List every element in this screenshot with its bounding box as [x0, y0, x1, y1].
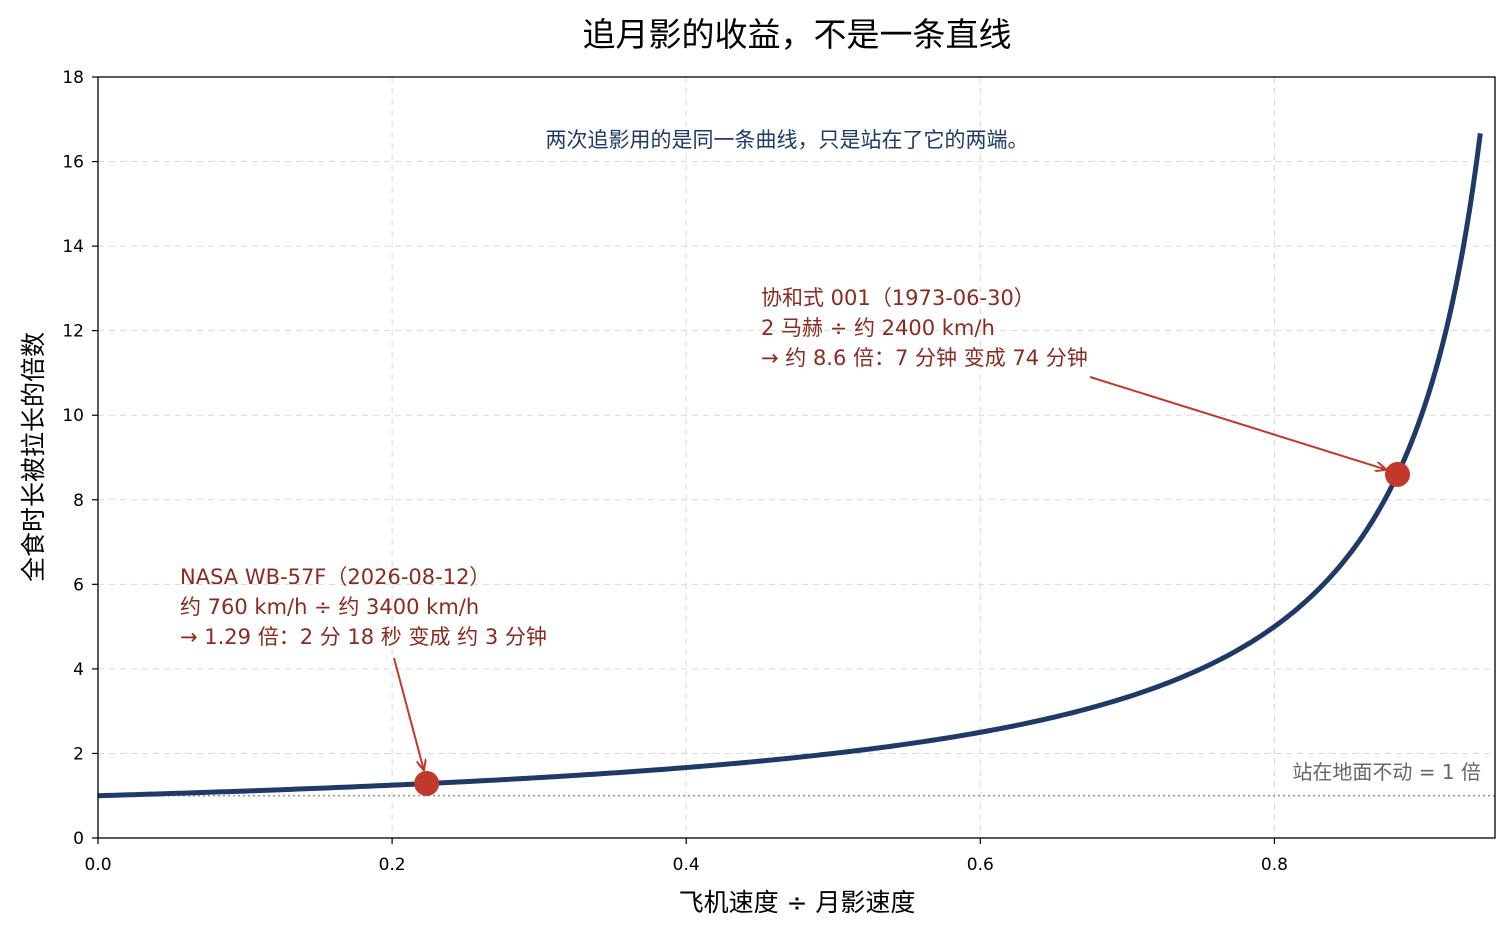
point-group [414, 461, 1411, 796]
ticks: 0.0 0.2 0.4 0.6 0.8 0 2 4 6 8 10 12 14 16 18 [62, 68, 1288, 875]
y-tick-label: 18 [62, 68, 84, 88]
annotation-concorde-line-3: → 约 8.6 倍：7 分钟 变成 74 分钟 [761, 346, 1088, 370]
y-tick-label: 8 [73, 491, 84, 511]
x-tick-label: 0.4 [673, 855, 700, 875]
annotation-wb57f: NASA WB-57F（2026-08-12） 约 760 km/h ÷ 约 3… [180, 565, 547, 649]
x-tick-label: 0.2 [379, 855, 406, 875]
y-tick-label: 16 [62, 153, 84, 173]
y-tick-label: 14 [62, 237, 84, 257]
arrow-wb57f [393, 657, 424, 769]
x-tick-label: 0.0 [84, 855, 111, 875]
plot-frame [97, 76, 1496, 839]
x-tick-label: 0.6 [967, 855, 994, 875]
chart-title: 追月影的收益，不是一条直线 [583, 15, 1012, 54]
reference-line-label: 站在地面不动 = 1 倍 [1292, 760, 1481, 784]
x-axis-label: 飞机速度 ÷ 月影速度 [679, 888, 916, 917]
y-tick-label: 12 [62, 322, 84, 342]
point-wb57f [414, 770, 440, 796]
annotation-wb57f-line-1: NASA WB-57F（2026-08-12） [180, 565, 490, 589]
series-line [97, 133, 1483, 799]
y-tick-label: 2 [73, 744, 84, 764]
series-group [97, 133, 1483, 799]
annotation-concorde-line-2: 2 马赫 ÷ 约 2400 km/h [761, 316, 995, 340]
annotation-concorde-line-1: 协和式 001（1973-06-30） [761, 286, 1035, 310]
arrow-concorde [1089, 376, 1386, 469]
annotation-wb57f-line-3: → 1.29 倍：2 分 18 秒 变成 约 3 分钟 [180, 625, 547, 649]
y-tick-label: 0 [73, 829, 84, 849]
y-axis-label: 全食时长被拉长的倍数 [19, 332, 48, 582]
y-tick-label: 6 [73, 575, 84, 595]
annotation-wb57f-line-2: 约 760 km/h ÷ 约 3400 km/h [180, 595, 479, 619]
y-tick-label: 10 [62, 406, 84, 426]
annotation-concorde: 协和式 001（1973-06-30） 2 马赫 ÷ 约 2400 km/h →… [761, 286, 1088, 370]
y-tick-label: 4 [73, 660, 84, 680]
annotation-group [393, 376, 1386, 769]
point-concorde [1385, 461, 1411, 487]
grid [98, 77, 1495, 838]
x-tick-label: 0.8 [1261, 855, 1288, 875]
chart-note: 两次追影用的是同一条曲线，只是站在了它的两端。 [546, 128, 1029, 152]
